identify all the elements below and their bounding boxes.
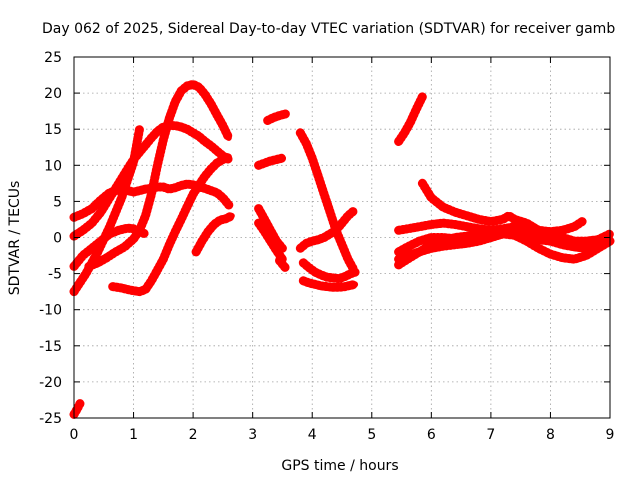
- series-s14-markers: [295, 128, 359, 275]
- y-tick-label: 5: [53, 194, 62, 210]
- series-s7-markers: [108, 152, 234, 297]
- x-tick-label: 6: [427, 427, 436, 443]
- y-tick-label: -10: [39, 303, 62, 319]
- series-s18-markers: [394, 92, 427, 146]
- x-tick-label: 9: [606, 427, 615, 443]
- series-layer: [69, 79, 615, 419]
- series-s10-markers: [254, 153, 287, 170]
- y-tick-label: -5: [48, 267, 62, 283]
- x-axis-label: GPS time / hours: [281, 458, 398, 474]
- x-tick-label: 7: [486, 427, 495, 443]
- x-tick-label: 1: [129, 427, 138, 443]
- tick-layer: 0 1 2 3 4 5 6 7 8 9 -25 -20 -15 -10 -5 0 5 10 15 20 25: [39, 50, 614, 443]
- x-tick-label: 5: [367, 427, 376, 443]
- x-tick-label: 0: [70, 427, 79, 443]
- series-s9-markers: [263, 109, 290, 125]
- y-tick-label: 15: [44, 122, 62, 138]
- series-s23-markers: [394, 225, 615, 270]
- y-tick-label: 25: [44, 50, 62, 66]
- series-s1-markers: [69, 399, 85, 419]
- y-tick-label: -15: [39, 339, 62, 355]
- y-tick-label: -25: [39, 411, 62, 427]
- series-s11-markers: [254, 204, 287, 253]
- series-s8-markers: [191, 211, 237, 257]
- y-tick-label: -20: [39, 375, 62, 391]
- series-s12-markers: [254, 218, 287, 264]
- x-tick-label: 3: [248, 427, 257, 443]
- y-tick-label: 0: [53, 231, 62, 247]
- chart-title: Day 062 of 2025, Sidereal Day-to-day VTE…: [42, 21, 615, 37]
- series-s17-markers: [298, 276, 360, 292]
- series-s13-markers: [275, 256, 290, 273]
- y-tick-label: 10: [44, 158, 62, 174]
- y-tick-label: 20: [44, 86, 62, 102]
- x-tick-label: 8: [546, 427, 555, 443]
- series-s15-markers: [295, 206, 359, 253]
- series-s4-markers: [69, 121, 234, 241]
- x-tick-label: 2: [189, 427, 198, 443]
- y-axis-label: SDTVAR / TECUs: [7, 181, 23, 296]
- series-s16-markers: [298, 258, 360, 284]
- x-tick-label: 4: [308, 427, 317, 443]
- series-s6-markers: [84, 79, 234, 271]
